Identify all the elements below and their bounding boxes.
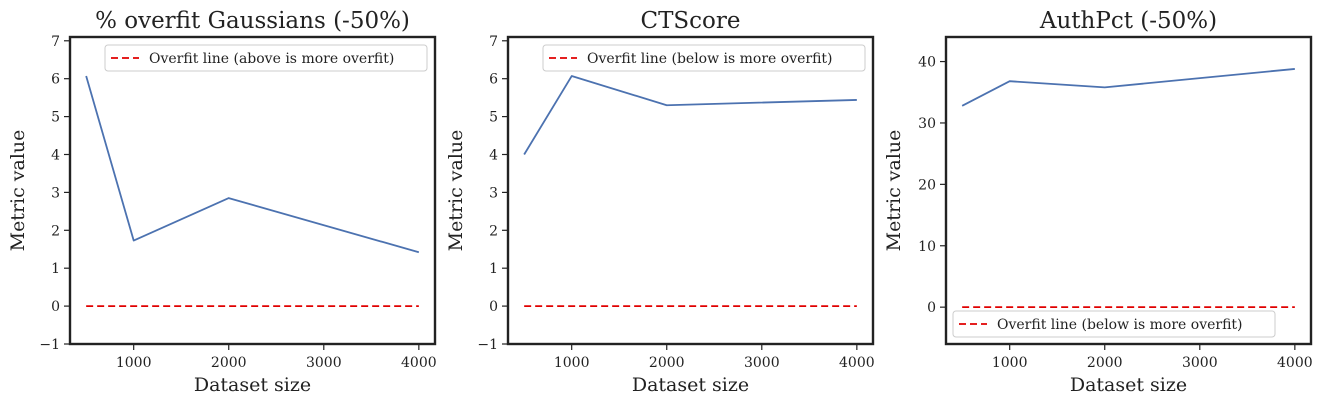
legend-box <box>952 310 1276 338</box>
legend: Overfit line (below is more overfit) <box>542 44 866 72</box>
x-tick-label: 4000 <box>1277 355 1313 371</box>
y-tick-label: 5 <box>51 110 60 126</box>
metric-series-line <box>523 75 857 155</box>
chart-1: % overfit Gaussians (-50%)1000 2000 3000 40… <box>7 8 437 396</box>
y-tick-label: 3 <box>51 185 60 201</box>
y-tick-label: 30 <box>918 116 936 132</box>
chart-title: CTScore <box>640 8 740 34</box>
y-tick-label: 4 <box>489 147 498 163</box>
metric-series-line <box>961 68 1295 107</box>
y-tick-label: 6 <box>51 72 60 88</box>
y-tick-label: 1 <box>489 261 498 277</box>
x-tick-label: 1000 <box>992 355 1028 371</box>
y-tick-label: 0 <box>51 299 60 315</box>
y-tick-label: 2 <box>489 223 498 239</box>
y-axis-label: Metric value <box>883 130 905 252</box>
x-tick-label: 2000 <box>1087 355 1123 371</box>
x-axis-label: Dataset size <box>194 374 311 396</box>
x-axis-label: Dataset size <box>632 374 749 396</box>
x-tick-label: 3000 <box>744 355 780 371</box>
chart-title: AuthPct (-50%) <box>1039 8 1217 34</box>
y-tick-label: 0 <box>927 300 936 316</box>
plot-frame <box>68 35 437 346</box>
y-axis-label: Metric value <box>7 130 29 252</box>
x-tick-label: 3000 <box>1182 355 1218 371</box>
legend: Overfit line (below is more overfit) <box>952 310 1276 338</box>
legend-label: Overfit line (below is more overfit) <box>587 51 833 67</box>
x-tick-label: 2000 <box>211 355 247 371</box>
y-tick-label: 10 <box>918 239 936 255</box>
legend: Overfit line (above is more overfit) <box>104 44 428 72</box>
y-tick-label: 3 <box>489 185 498 201</box>
plot-frame <box>506 35 875 346</box>
x-tick-label: 1000 <box>554 355 590 371</box>
chart-3: AuthPct (-50%) 1000 2000 3000 4000 0 10 20 30 40 D… <box>883 8 1313 396</box>
x-tick-label: 4000 <box>839 355 875 371</box>
y-tick-label: 7 <box>51 34 60 50</box>
y-tick-label: 40 <box>918 55 936 71</box>
metric-series-line <box>85 75 420 254</box>
y-tick-label: 5 <box>489 110 498 126</box>
y-axis-label: Metric value <box>445 130 467 252</box>
chart-title: % overfit Gaussians (-50%) <box>95 8 410 34</box>
y-tick-label: 0 <box>489 299 498 315</box>
y-tick-label: −1 <box>477 337 498 353</box>
y-tick-label: 2 <box>51 223 60 239</box>
y-tick-label: 1 <box>51 261 60 277</box>
x-tick-label: 1000 <box>116 355 152 371</box>
x-tick-label: 3000 <box>306 355 342 371</box>
y-tick-label: 20 <box>918 177 936 193</box>
legend-label: Overfit line (below is more overfit) <box>997 317 1243 333</box>
x-tick-label: 2000 <box>649 355 685 371</box>
legend-box <box>104 44 428 72</box>
y-tick-label: 4 <box>51 147 60 163</box>
y-tick-label: 6 <box>489 72 498 88</box>
legend-box <box>542 44 866 72</box>
y-tick-label: 7 <box>489 34 498 50</box>
plot-frame <box>944 35 1313 346</box>
chart-2: CTScore 1000 2000 3000 4000 −1 0 1 2 3 4 5 6 7 Dataset… <box>445 8 875 396</box>
x-tick-label: 4000 <box>401 355 437 371</box>
x-axis-label: Dataset size <box>1070 374 1187 396</box>
legend-label: Overfit line (above is more overfit) <box>149 51 394 67</box>
y-tick-label: −1 <box>39 337 60 353</box>
